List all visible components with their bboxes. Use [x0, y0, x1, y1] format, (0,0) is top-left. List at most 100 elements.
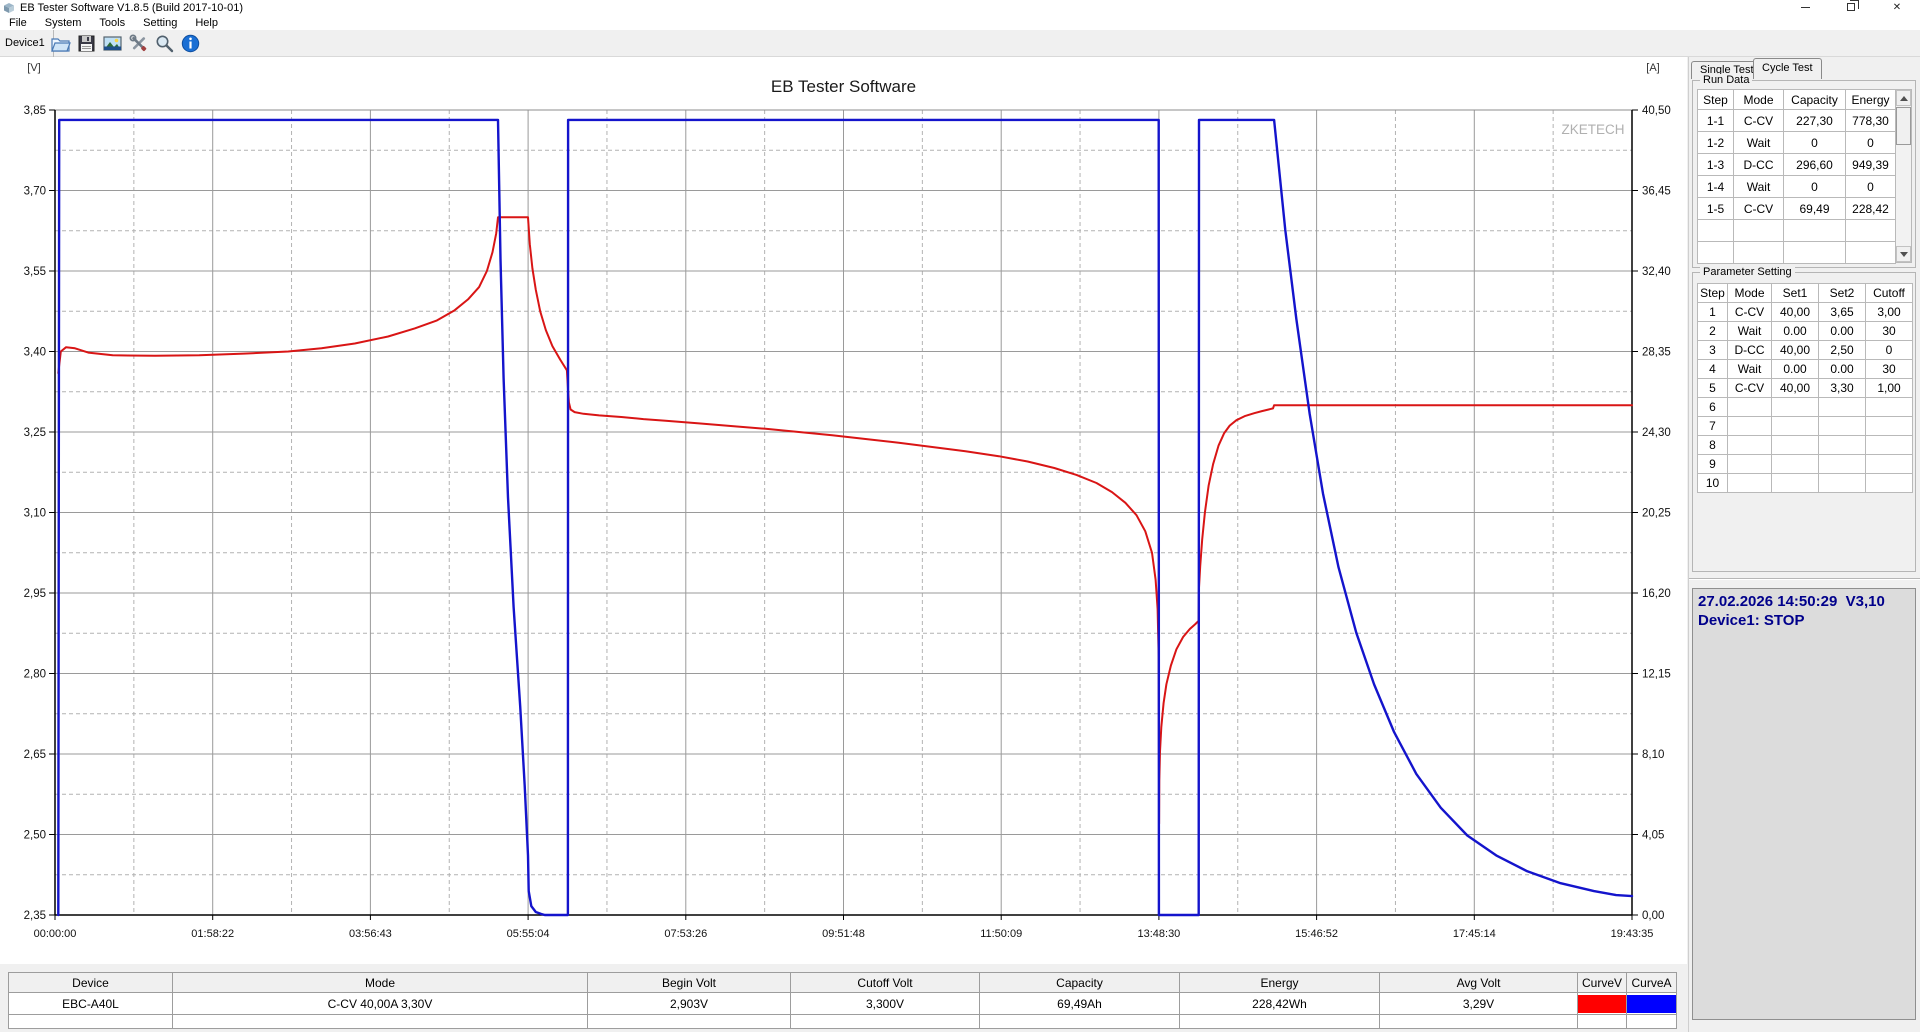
info-icon[interactable] [180, 33, 201, 54]
cell: 6 [1697, 397, 1728, 417]
svg-text:2,95: 2,95 [24, 588, 46, 600]
cell: 0 [1865, 340, 1913, 360]
column-header: Cutoff Volt [790, 972, 980, 993]
cell [1626, 1014, 1677, 1029]
title-bar: EB Tester Software V1.8.5 (Build 2017-10… [0, 0, 1920, 16]
table-row[interactable]: 4 Wait 0.00 0.00 30 [1697, 359, 1913, 379]
scroll-up-icon[interactable] [1896, 90, 1911, 106]
cell [1697, 219, 1734, 242]
cell: Wait [1733, 131, 1784, 154]
cell: D-CC [1727, 340, 1772, 360]
restore-button[interactable] [1828, 0, 1874, 16]
cell [1626, 992, 1677, 1015]
cell [1818, 416, 1866, 436]
svg-text:ZKETECH: ZKETECH [1561, 122, 1624, 137]
svg-text:3,10: 3,10 [24, 508, 46, 520]
table-row[interactable]: 1 C-CV 40,00 3,65 3,00 [1697, 302, 1913, 322]
cell: 40,00 [1771, 378, 1819, 398]
cell [1845, 219, 1896, 242]
table-row[interactable] [1697, 219, 1896, 242]
table-row[interactable]: 1-4 Wait 0 0 [1697, 175, 1896, 198]
cell: D-CC [1733, 153, 1784, 176]
tab-cycle-test[interactable]: Cycle Test [1753, 58, 1822, 79]
table-row[interactable]: 2 Wait 0.00 0.00 30 [1697, 321, 1913, 341]
table-row[interactable]: 1-2 Wait 0 0 [1697, 131, 1896, 154]
menu-item-system[interactable]: System [44, 17, 82, 29]
status-log-box: 27.02.2026 14:50:29 V3,10 Device1: STOP [1692, 588, 1916, 1020]
table-header-row: Step Mode Capacity Energy [1697, 89, 1896, 110]
run-data-scrollbar[interactable] [1895, 89, 1912, 263]
cell: 5 [1697, 378, 1728, 398]
cell [790, 1014, 980, 1029]
cell [1379, 1014, 1578, 1029]
summary-table: Device Mode Begin Volt Cutoff Volt Capacity E… [8, 972, 1677, 1029]
svg-text:20,25: 20,25 [1642, 508, 1671, 520]
svg-text:[A]: [A] [1646, 62, 1659, 74]
cell: 1-3 [1697, 153, 1734, 176]
series-CurveV [57, 216, 1633, 825]
svg-text:3,70: 3,70 [24, 186, 46, 198]
svg-text:07:53:26: 07:53:26 [664, 928, 707, 940]
cell: 1-1 [1697, 109, 1734, 132]
curve-color-swatch [1578, 994, 1626, 1013]
table-row[interactable] [1697, 241, 1896, 264]
parameter-setting-label: Parameter Setting [1700, 266, 1795, 278]
table-row[interactable]: 6 [1697, 397, 1913, 417]
menu-item-help[interactable]: Help [195, 17, 218, 29]
table-row[interactable]: 3 D-CC 40,00 2,50 0 [1697, 340, 1913, 360]
table-row[interactable]: 10 [1697, 473, 1913, 493]
svg-text:12,15: 12,15 [1642, 669, 1671, 681]
column-header: Begin Volt [587, 972, 791, 993]
cell: Wait [1727, 321, 1772, 341]
table-row[interactable]: 1-3 D-CC 296,60 949,39 [1697, 153, 1896, 176]
menu-item-file[interactable]: File [9, 17, 27, 29]
cell: 3 [1697, 340, 1728, 360]
table-row[interactable]: 7 [1697, 416, 1913, 436]
table-row[interactable]: 1-5 C-CV 69,49 228,42 [1697, 197, 1896, 220]
cell: 0 [1845, 131, 1896, 154]
save-icon[interactable] [76, 33, 97, 54]
svg-text:3,25: 3,25 [24, 427, 46, 439]
image-export-icon[interactable] [102, 33, 123, 54]
table-row[interactable]: 1-1 C-CV 227,30 778,30 [1697, 109, 1896, 132]
zoom-icon[interactable] [154, 33, 175, 54]
cell: 30 [1865, 359, 1913, 379]
column-header: Capacity [979, 972, 1180, 993]
scroll-down-icon[interactable] [1896, 246, 1911, 262]
svg-text:24,30: 24,30 [1642, 427, 1671, 439]
svg-text:03:56:43: 03:56:43 [349, 928, 392, 940]
run-data-label: Run Data [1700, 74, 1753, 86]
cell: 949,39 [1845, 153, 1896, 176]
cell [1845, 241, 1896, 264]
minimize-button[interactable] [1782, 0, 1828, 16]
cell: 0.00 [1771, 359, 1819, 379]
device1-tab[interactable]: Device1 [0, 30, 54, 57]
column-header: Set1 [1771, 283, 1819, 303]
table-row [8, 1014, 1677, 1029]
status-line-device: Device1: STOP [1698, 612, 1805, 629]
cell: EBC-A40L [8, 992, 173, 1015]
table-row[interactable]: 9 [1697, 454, 1913, 474]
cell: 1-5 [1697, 197, 1734, 220]
cell: 69,49Ah [979, 992, 1180, 1015]
cell [1697, 241, 1734, 264]
cell [1783, 241, 1846, 264]
open-file-icon[interactable] [50, 33, 71, 54]
cell: 296,60 [1783, 153, 1846, 176]
svg-text:19:43:35: 19:43:35 [1611, 928, 1654, 940]
close-button[interactable]: ✕ [1892, 2, 1902, 13]
tools-icon[interactable] [128, 33, 149, 54]
cell [1727, 416, 1772, 436]
cell: 1,00 [1865, 378, 1913, 398]
table-row[interactable]: 8 [1697, 435, 1913, 455]
column-header: Device [8, 972, 173, 993]
app-icon [4, 3, 14, 13]
menu-item-setting[interactable]: Setting [143, 17, 178, 29]
cell: 0 [1783, 175, 1846, 198]
svg-text:01:58:22: 01:58:22 [191, 928, 234, 940]
table-row[interactable]: 5 C-CV 40,00 3,30 1,00 [1697, 378, 1913, 398]
right-panel: Single Test Cycle Test Run Data Step Mode… [1688, 57, 1920, 1032]
menu-item-tools[interactable]: Tools [99, 17, 126, 29]
scroll-thumb[interactable] [1896, 107, 1911, 145]
svg-text:16,20: 16,20 [1642, 588, 1671, 600]
